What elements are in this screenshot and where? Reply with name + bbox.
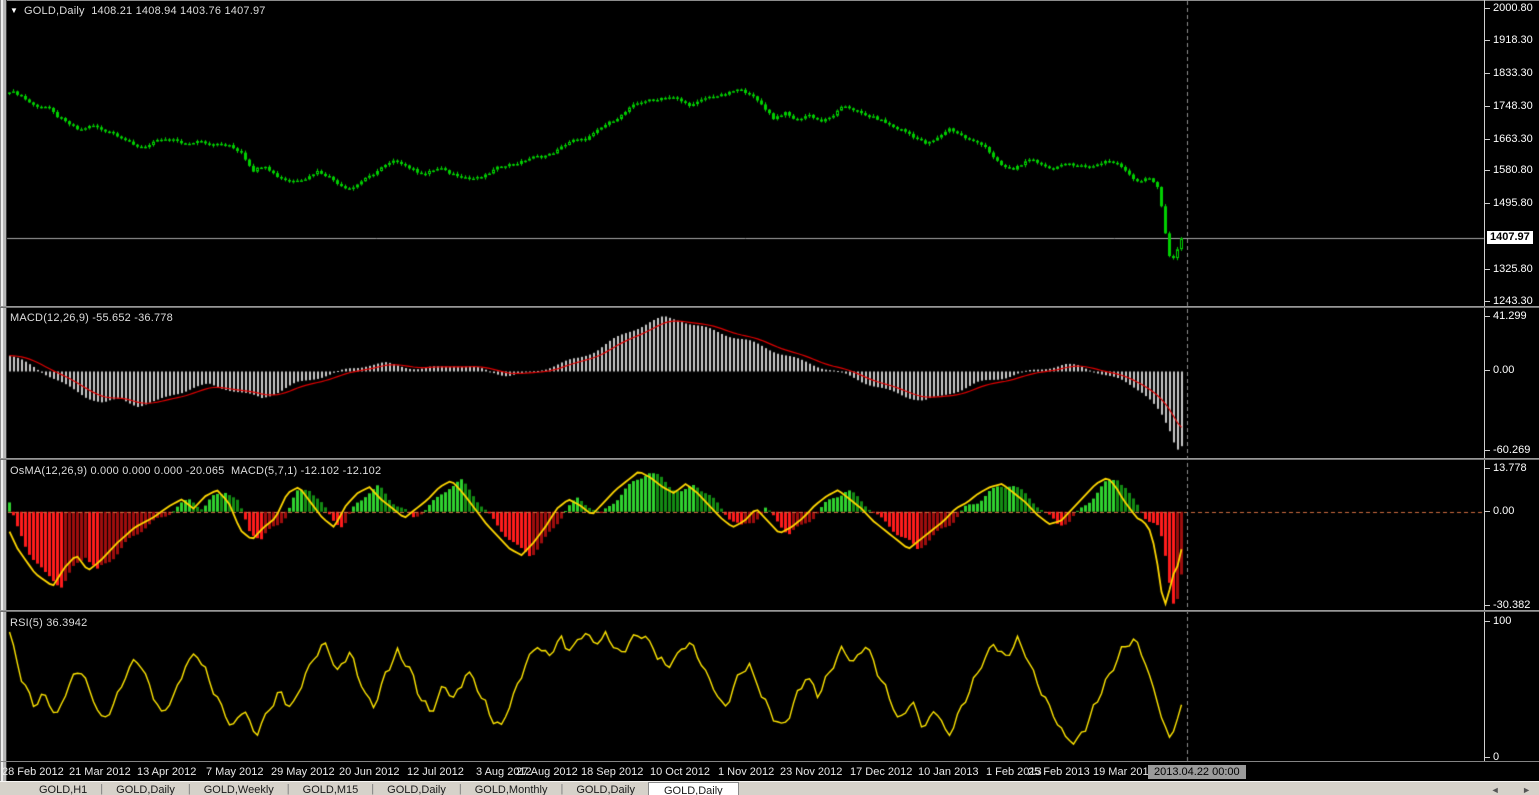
chart-tab-active[interactable]: GOLD,Daily xyxy=(648,782,739,795)
price-scale-label: 1495.80 xyxy=(1485,197,1533,210)
chart-tab[interactable]: GOLD,Monthly xyxy=(474,784,548,795)
date-axis-label: 18 Sep 2012 xyxy=(581,766,644,778)
pane-divider[interactable] xyxy=(0,610,1539,612)
date-axis-label: 1 Feb 2013 xyxy=(986,766,1042,778)
price-pane-label: GOLD,Daily 1408.21 1408.94 1403.76 1407.… xyxy=(24,5,266,17)
tab-separator: | xyxy=(560,783,564,795)
date-axis-label: 3 Aug 2012 xyxy=(476,766,532,778)
tab-separator: | xyxy=(100,783,104,795)
date-axis-label: 13 Apr 2012 xyxy=(137,766,197,778)
macd-scale-label: 0.00 xyxy=(1484,364,1515,377)
price-scale-label: 1580.80 xyxy=(1485,164,1533,177)
chart-tab-bar: GOLD,H1 | GOLD,Daily | GOLD,Weekly | GOLD,M15 |… xyxy=(0,781,1539,795)
price-scale-label: 1833.30 xyxy=(1485,66,1533,79)
date-axis-label: 10 Jan 2013 xyxy=(918,766,979,778)
date-axis-label: 20 Jun 2012 xyxy=(339,766,400,778)
chart-tab[interactable]: GOLD,Daily xyxy=(116,784,175,795)
chart-tab[interactable]: GOLD,Daily xyxy=(576,784,635,795)
chart-tab[interactable]: GOLD,M15 xyxy=(302,784,359,795)
date-axis-label: 29 May 2012 xyxy=(271,766,335,778)
window-left-frame xyxy=(0,0,7,781)
osma-scale-label: 13.778 xyxy=(1485,462,1527,474)
pane-divider[interactable] xyxy=(0,458,1539,460)
osma-scale-label: 0.00 xyxy=(1484,504,1515,517)
date-axis-label: 1 Nov 2012 xyxy=(718,766,775,778)
date-axis-label: 25 Feb 2013 xyxy=(1028,766,1090,778)
date-axis-label: 17 Dec 2012 xyxy=(850,766,913,778)
chart-tab[interactable]: GOLD,H1 xyxy=(39,784,88,795)
osma-scale-label: -30.382 xyxy=(1484,599,1531,611)
chart-tab[interactable]: GOLD,Daily xyxy=(387,784,446,795)
date-axis-label: 21 Mar 2012 xyxy=(69,766,131,778)
date-axis-label: 27 Aug 2012 xyxy=(516,766,578,778)
window-top-frame xyxy=(0,0,1539,1)
current-price-tag: 1407.97 xyxy=(1487,231,1533,245)
osma-pane-label: OsMA(12,26,9) 0.000 0.000 0.000 -20.065 … xyxy=(10,465,382,477)
chart-tab[interactable]: GOLD,Weekly xyxy=(203,784,274,795)
rsi-scale-label: 0 xyxy=(1484,751,1500,763)
tab-separator: | xyxy=(187,783,191,795)
price-scale-label: 1918.30 xyxy=(1485,33,1533,46)
pane-divider xyxy=(0,761,1539,762)
tab-separator: | xyxy=(458,783,462,795)
rsi-pane-label: RSI(5) 36.3942 xyxy=(10,617,88,629)
macd-scale-label: -60.269 xyxy=(1484,444,1531,456)
rsi-scale-label: 100 xyxy=(1484,615,1512,627)
date-axis-label: 10 Oct 2012 xyxy=(650,766,710,778)
price-scale-label: 2000.80 xyxy=(1485,2,1533,14)
price-scale[interactable]: 2000.80 1918.30 1833.30 1748.30 1663.30 1580.… xyxy=(1484,0,1539,763)
date-axis-label: 12 Jul 2012 xyxy=(407,766,464,778)
price-scale-label: 1325.80 xyxy=(1485,263,1533,276)
date-axis-label: 23 Nov 2012 xyxy=(780,766,843,778)
date-axis-label: 7 May 2012 xyxy=(206,766,264,778)
tab-scroll-arrows: ◄ ► xyxy=(1475,785,1533,795)
price-scale-label: 1748.30 xyxy=(1485,99,1533,112)
tab-scroll-left-icon[interactable]: ◄ xyxy=(1490,785,1502,795)
date-axis[interactable]: 28 Feb 2012 21 Mar 2012 13 Apr 2012 7 May 2… xyxy=(0,763,1539,781)
tab-separator: | xyxy=(371,783,375,795)
price-scale-label: 1663.30 xyxy=(1485,132,1533,145)
date-axis-label: 19 Mar 2013 xyxy=(1093,766,1155,778)
price-scale-label: 1243.30 xyxy=(1485,295,1533,307)
crosshair-date-tag: 2013.04.22 00:00 xyxy=(1148,765,1246,779)
symbol-dropdown-icon: ▼ xyxy=(10,6,18,15)
macd-scale-label: 41.299 xyxy=(1485,310,1527,322)
pane-divider[interactable] xyxy=(0,306,1539,308)
date-axis-label: 28 Feb 2012 xyxy=(2,766,64,778)
tab-scroll-right-icon[interactable]: ► xyxy=(1522,785,1533,795)
macd-pane-label: MACD(12,26,9) -55.652 -36.778 xyxy=(10,312,173,324)
tab-separator: | xyxy=(286,783,290,795)
